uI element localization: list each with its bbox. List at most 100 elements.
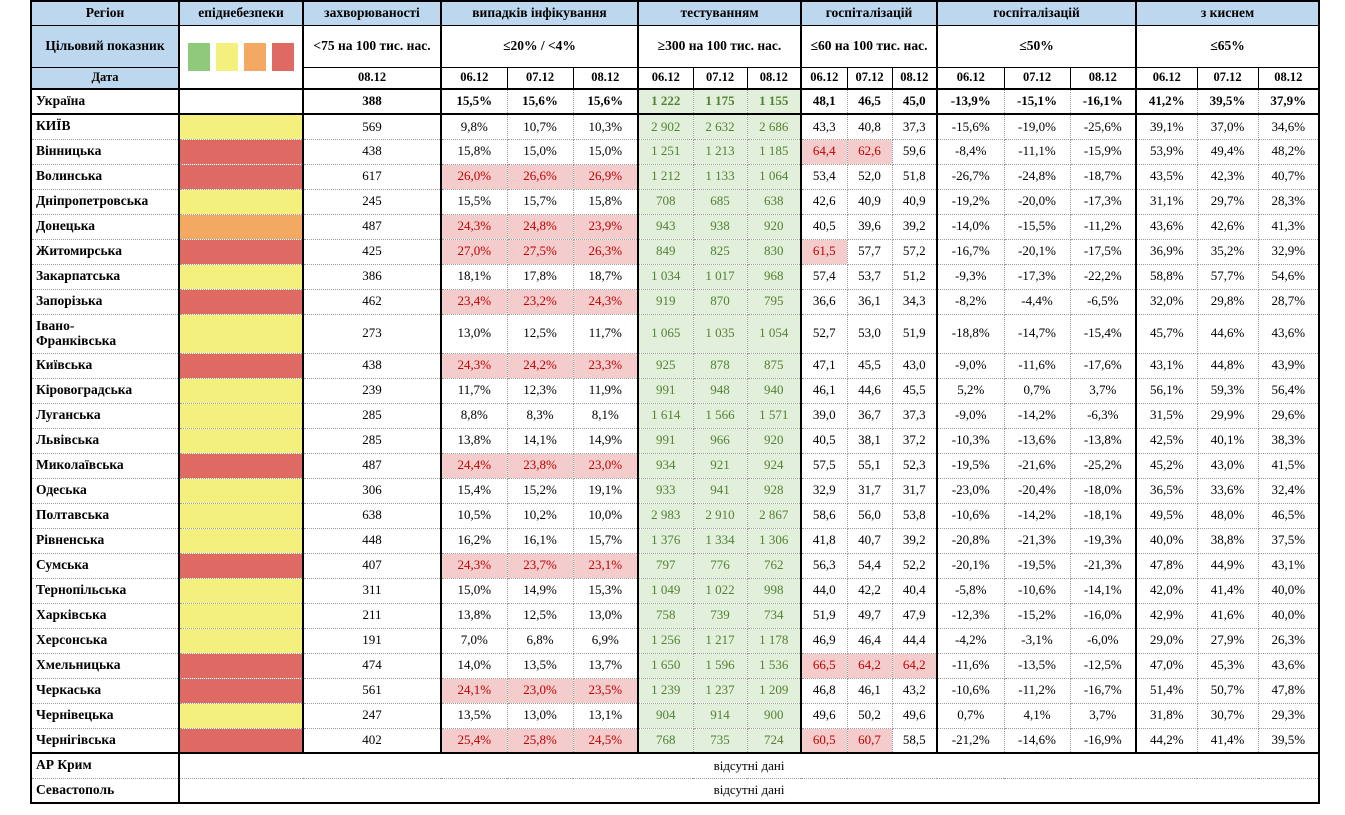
oxygen-cell: 44,6% — [1196, 313, 1259, 354]
oxygen-cell: 34,6% — [1257, 113, 1320, 140]
danger-level-cell — [178, 702, 304, 729]
incidence-cell: 402 — [302, 727, 442, 754]
testing-cell: 1 022 — [692, 577, 748, 604]
incidence-cell: 285 — [302, 427, 442, 454]
hosp-dynamics-cell: -16,1% — [1069, 88, 1137, 115]
region-row: Донецька 487 24,3% 24,8% 23,9% 943 938 920 40,5 3… — [30, 213, 1320, 240]
date-cell: 06.12 — [440, 66, 508, 90]
hosp-dynamics-cell: -14,1% — [1069, 577, 1137, 604]
region-row: Львівська 285 13,8% 14,1% 14,9% 991 966 920 40,5… — [30, 427, 1320, 454]
hosp-dynamics-cell: -25,2% — [1069, 452, 1137, 479]
hosp-dynamics-cell: -24,8% — [1003, 163, 1071, 190]
oxygen-cell: 44,2% — [1135, 727, 1198, 754]
incidence-cell: 386 — [302, 263, 442, 290]
testing-cell: 2 632 — [692, 113, 748, 140]
hospitalization-cell: 32,9 — [800, 477, 848, 504]
hosp-dynamics-cell: -11,6% — [1003, 352, 1071, 379]
hosp-dynamics-cell: -16,7% — [936, 238, 1005, 265]
oxygen-cell: 42,0% — [1135, 577, 1198, 604]
infection-cell: 19,1% — [572, 477, 639, 504]
hosp-dynamics-cell: -19,5% — [936, 452, 1005, 479]
testing-cell: 1 185 — [746, 138, 802, 165]
region-row: Полтавська 638 10,5% 10,2% 10,0% 2 983 2 910 2 … — [30, 502, 1320, 529]
hospitalization-cell: 48,1 — [800, 88, 848, 115]
oxygen-cell: 56,1% — [1135, 377, 1198, 404]
testing-cell: 1 251 — [637, 138, 694, 165]
region-name-cell: Черкаська — [30, 677, 180, 704]
danger-level-cell — [178, 552, 304, 579]
region-row: Київська 438 24,3% 24,2% 23,3% 925 878 875 47,1 4… — [30, 352, 1320, 379]
hosp-dynamics-cell: -21,6% — [1003, 452, 1071, 479]
hospitalization-cell: 39,2 — [891, 527, 938, 554]
testing-cell: 1 217 — [692, 627, 748, 654]
testing-cell: 933 — [637, 477, 694, 504]
incidence-cell: 561 — [302, 677, 442, 704]
hosp-dynamics-cell: -6,3% — [1069, 402, 1137, 429]
testing-cell: 2 910 — [692, 502, 748, 529]
hospitalization-cell: 52,2 — [891, 552, 938, 579]
hosp-dynamics-cell: -19,3% — [1069, 527, 1137, 554]
oxygen-cell: 58,8% — [1135, 263, 1198, 290]
hospitalization-cell: 61,5 — [800, 238, 848, 265]
region-row: Черкаська 561 24,1% 23,0% 23,5% 1 239 1 237 1 2… — [30, 677, 1320, 704]
oxygen-cell: 32,0% — [1135, 288, 1198, 315]
hospitalization-target: ≤60 на 100 тис. нас. — [799, 24, 938, 68]
testing-cell: 776 — [692, 552, 748, 579]
infection-cell: 13,0% — [572, 602, 639, 629]
testing-cell: 938 — [692, 213, 748, 240]
oxygen-target: ≤65% — [1135, 24, 1320, 68]
testing-cell: 1 065 — [637, 313, 694, 354]
testing-cell: 1 017 — [692, 263, 748, 290]
oxygen-cell: 31,1% — [1135, 188, 1198, 215]
incidence-cell: 388 — [302, 88, 442, 115]
legend-green-swatch — [188, 42, 210, 71]
oxygen-cell: 43,6% — [1135, 213, 1198, 240]
date-cell: 08.12 — [302, 66, 442, 90]
hosp-dynamics-cell: -9,3% — [936, 263, 1005, 290]
danger-level-cell — [178, 577, 304, 604]
oxygen-cell: 41,2% — [1135, 88, 1198, 115]
testing-cell: 934 — [637, 452, 694, 479]
infection-cell: 13,8% — [440, 427, 508, 454]
hosp-dynamics-cell: -8,2% — [936, 288, 1005, 315]
infection-cell: 12,5% — [506, 313, 574, 354]
oxygen-cell: 46,5% — [1257, 502, 1320, 529]
oxygen-cell: 49,4% — [1196, 138, 1259, 165]
infection-cell: 10,2% — [506, 502, 574, 529]
testing-cell: 925 — [637, 352, 694, 379]
region-row: Севастополь відсутні дані — [30, 777, 1320, 804]
hosp-dynamics-cell: -17,3% — [1069, 188, 1137, 215]
region-row: Харківська 211 13,8% 12,5% 13,0% 758 739 734 51,… — [30, 602, 1320, 629]
hospitalization-cell: 55,1 — [846, 452, 893, 479]
hosp-dynamics-cell: -11,2% — [1003, 677, 1071, 704]
oxygen-cell: 45,2% — [1135, 452, 1198, 479]
danger-level-cell — [178, 527, 304, 554]
oxygen-cell: 40,0% — [1257, 602, 1320, 629]
oxygen-cell: 28,3% — [1257, 188, 1320, 215]
col-region-title: Регіон — [30, 0, 180, 26]
infection-cell: 15,8% — [440, 138, 508, 165]
hosp-dynamics-cell: 0,7% — [1003, 377, 1071, 404]
infection-cell: 23,3% — [572, 352, 639, 379]
hospitalization-cell: 51,9 — [800, 602, 848, 629]
infection-cell: 13,8% — [440, 602, 508, 629]
region-row: Дніпропетровська 245 15,5% 15,7% 15,8% 708 685… — [30, 188, 1320, 215]
testing-cell: 991 — [637, 377, 694, 404]
oxygen-cell: 29,6% — [1257, 402, 1320, 429]
infection-cell: 15,6% — [572, 88, 639, 115]
incidence-cell: 239 — [302, 377, 442, 404]
hosp-dynamics-cell: -15,1% — [1003, 88, 1071, 115]
region-name-cell: Рівненська — [30, 527, 180, 554]
danger-level-cell — [178, 263, 304, 290]
testing-cell: 849 — [637, 238, 694, 265]
hospitalization-cell: 45,5 — [846, 352, 893, 379]
oxygen-cell: 43,0% — [1196, 452, 1259, 479]
col-testing-title: тестуванням — [637, 0, 802, 26]
hospitalization-cell: 36,1 — [846, 288, 893, 315]
testing-cell: 1 334 — [692, 527, 748, 554]
hospitalization-cell: 43,2 — [891, 677, 938, 704]
infection-cell: 13,0% — [440, 313, 508, 354]
testing-cell: 928 — [746, 477, 802, 504]
testing-cell: 920 — [746, 213, 802, 240]
infection-cell: 26,6% — [506, 163, 574, 190]
